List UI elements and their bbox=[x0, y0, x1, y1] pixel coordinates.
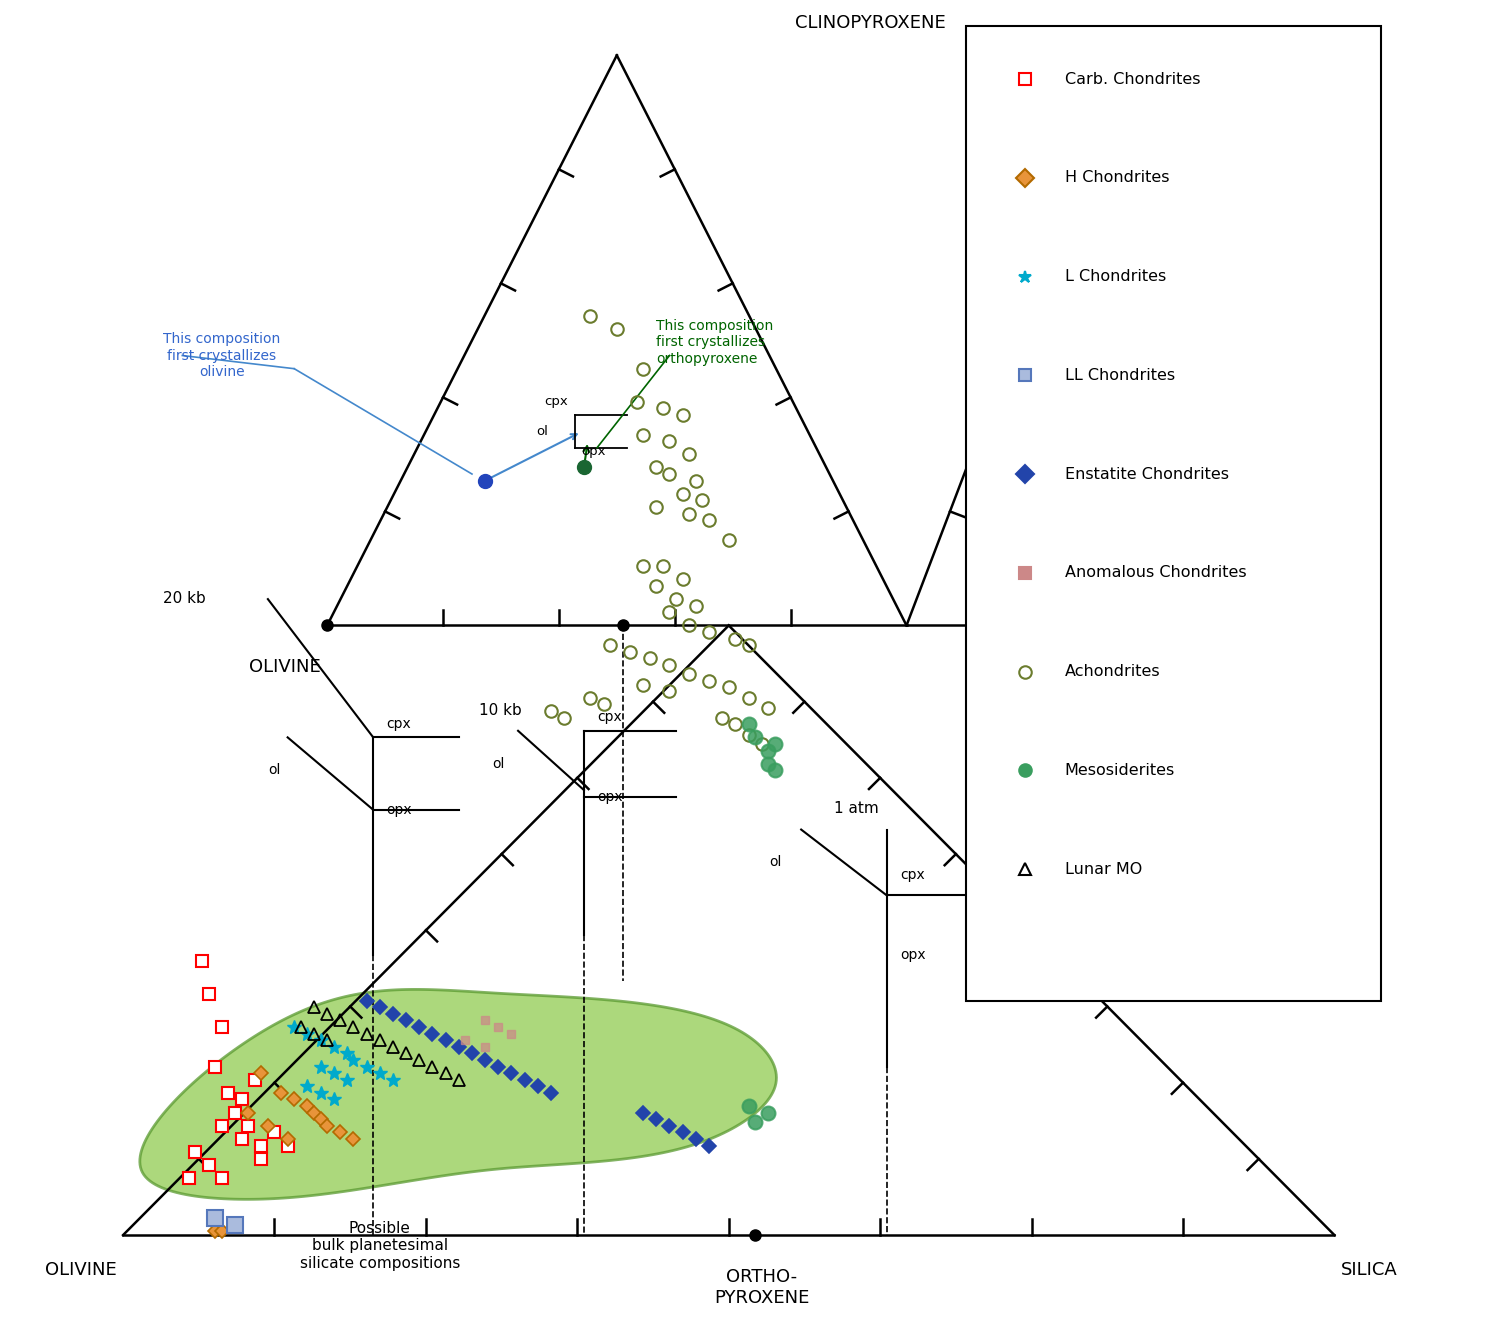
Text: ORTHO-
PYROXENE: ORTHO- PYROXENE bbox=[714, 1268, 810, 1307]
Text: ol: ol bbox=[493, 757, 504, 771]
Text: Lunar MO: Lunar MO bbox=[1064, 862, 1142, 876]
Text: Anomalous Chondrites: Anomalous Chondrites bbox=[1064, 565, 1246, 580]
Text: H Chondrites: H Chondrites bbox=[1064, 170, 1169, 186]
Text: cpx: cpx bbox=[597, 710, 621, 724]
Text: opx: opx bbox=[597, 789, 623, 804]
Text: Carb. Chondrites: Carb. Chondrites bbox=[1064, 71, 1201, 87]
Text: 1 atm: 1 atm bbox=[834, 801, 879, 816]
Text: cpx: cpx bbox=[900, 869, 925, 882]
Text: ol: ol bbox=[536, 426, 548, 439]
Text: LL Chondrites: LL Chondrites bbox=[1064, 368, 1175, 382]
Text: cpx: cpx bbox=[386, 717, 412, 730]
Text: Achondrites: Achondrites bbox=[1064, 664, 1160, 679]
Text: opx: opx bbox=[386, 803, 412, 817]
Text: opx: opx bbox=[581, 445, 606, 459]
Text: 20 kb: 20 kb bbox=[163, 590, 205, 606]
Text: L Chondrites: L Chondrites bbox=[1064, 269, 1166, 283]
Text: opx: opx bbox=[900, 948, 925, 962]
Text: 10 kb: 10 kb bbox=[479, 702, 521, 717]
Text: This composition
first crystallizes
orthopyroxene: This composition first crystallizes orth… bbox=[656, 319, 774, 365]
Text: ol: ol bbox=[268, 763, 281, 778]
Text: Mesosiderites: Mesosiderites bbox=[1064, 763, 1175, 778]
Text: CLINOPYROXENE: CLINOPYROXENE bbox=[795, 13, 946, 32]
Text: SILICA: SILICA bbox=[1341, 1261, 1398, 1280]
Text: Enstatite Chondrites: Enstatite Chondrites bbox=[1064, 467, 1229, 481]
Text: cpx: cpx bbox=[545, 395, 567, 409]
FancyBboxPatch shape bbox=[966, 26, 1380, 1000]
Text: Possible
bulk planetesimal
silicate compositions: Possible bulk planetesimal silicate comp… bbox=[299, 1220, 460, 1271]
Text: OLIVINE: OLIVINE bbox=[249, 659, 320, 676]
Polygon shape bbox=[139, 990, 777, 1199]
Text: ol: ol bbox=[769, 855, 781, 870]
Text: OLIVINE: OLIVINE bbox=[45, 1261, 117, 1280]
Text: This composition
first crystallizes
olivine: This composition first crystallizes oliv… bbox=[163, 332, 280, 378]
